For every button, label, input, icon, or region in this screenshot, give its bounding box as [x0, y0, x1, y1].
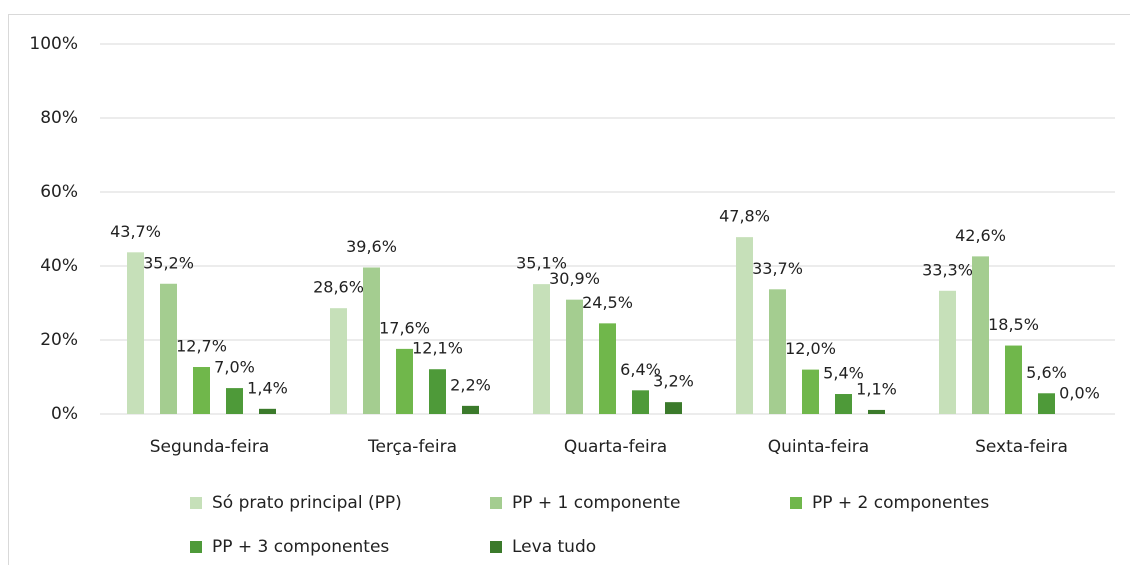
- value-label: 0,0%: [1059, 384, 1100, 403]
- bar: [127, 252, 144, 414]
- bar: [769, 289, 786, 414]
- bar: [226, 388, 243, 414]
- value-label: 12,1%: [412, 339, 463, 358]
- bar: [396, 349, 413, 414]
- y-tick-label: 80%: [40, 108, 78, 128]
- legend-swatch: [190, 497, 202, 509]
- value-label: 24,5%: [582, 293, 633, 312]
- bar: [665, 402, 682, 414]
- value-label: 42,6%: [955, 226, 1006, 245]
- bar: [599, 323, 616, 414]
- bar: [533, 284, 550, 414]
- value-label: 33,7%: [752, 259, 803, 278]
- bar: [835, 394, 852, 414]
- x-tick-label: Sexta-feira: [975, 437, 1068, 457]
- value-label: 39,6%: [346, 237, 397, 256]
- legend-swatch: [790, 497, 802, 509]
- y-tick-label: 20%: [40, 330, 78, 350]
- value-label: 28,6%: [313, 278, 364, 297]
- legend-label: Só prato principal (PP): [212, 493, 402, 513]
- bar: [939, 291, 956, 414]
- value-label: 7,0%: [214, 358, 255, 377]
- bar: [462, 406, 479, 414]
- value-label: 47,8%: [719, 207, 770, 226]
- value-label: 43,7%: [110, 222, 161, 241]
- bar: [802, 370, 819, 414]
- legend-swatch: [490, 497, 502, 509]
- value-label: 30,9%: [549, 269, 600, 288]
- y-tick-label: 40%: [40, 256, 78, 276]
- legend-label: PP + 2 componentes: [812, 493, 989, 513]
- value-label: 12,7%: [176, 337, 227, 356]
- legend-label: PP + 3 componentes: [212, 537, 389, 557]
- value-label: 2,2%: [450, 375, 491, 394]
- x-tick-label: Terça-feira: [367, 437, 457, 457]
- legend-label: Leva tudo: [512, 537, 596, 557]
- y-tick-label: 100%: [29, 34, 78, 54]
- value-label: 12,0%: [785, 339, 836, 358]
- bar: [259, 409, 276, 414]
- bar: [193, 367, 210, 414]
- bar: [868, 410, 885, 414]
- bar: [429, 369, 446, 414]
- x-tick-label: Quinta-feira: [768, 437, 869, 457]
- value-label: 18,5%: [988, 315, 1039, 334]
- legend-swatch: [490, 541, 502, 553]
- value-label: 1,1%: [856, 379, 897, 398]
- bar: [330, 308, 347, 414]
- bar: [632, 390, 649, 414]
- bar: [972, 256, 989, 414]
- y-tick-label: 60%: [40, 182, 78, 202]
- x-tick-label: Quarta-feira: [564, 437, 667, 457]
- y-tick-label: 0%: [51, 404, 78, 424]
- bar: [736, 237, 753, 414]
- value-label: 17,6%: [379, 318, 430, 337]
- value-label: 5,6%: [1026, 363, 1067, 382]
- legend-swatch: [190, 541, 202, 553]
- bar: [160, 284, 177, 414]
- value-label: 1,4%: [247, 378, 288, 397]
- bar: [363, 267, 380, 414]
- value-label: 35,2%: [143, 253, 194, 272]
- x-tick-label: Segunda-feira: [150, 437, 270, 457]
- bar: [1005, 346, 1022, 414]
- legend-label: PP + 1 componente: [512, 493, 680, 513]
- bar: [1038, 393, 1055, 414]
- value-label: 33,3%: [922, 260, 973, 279]
- bar: [566, 300, 583, 414]
- value-label: 3,2%: [653, 372, 694, 391]
